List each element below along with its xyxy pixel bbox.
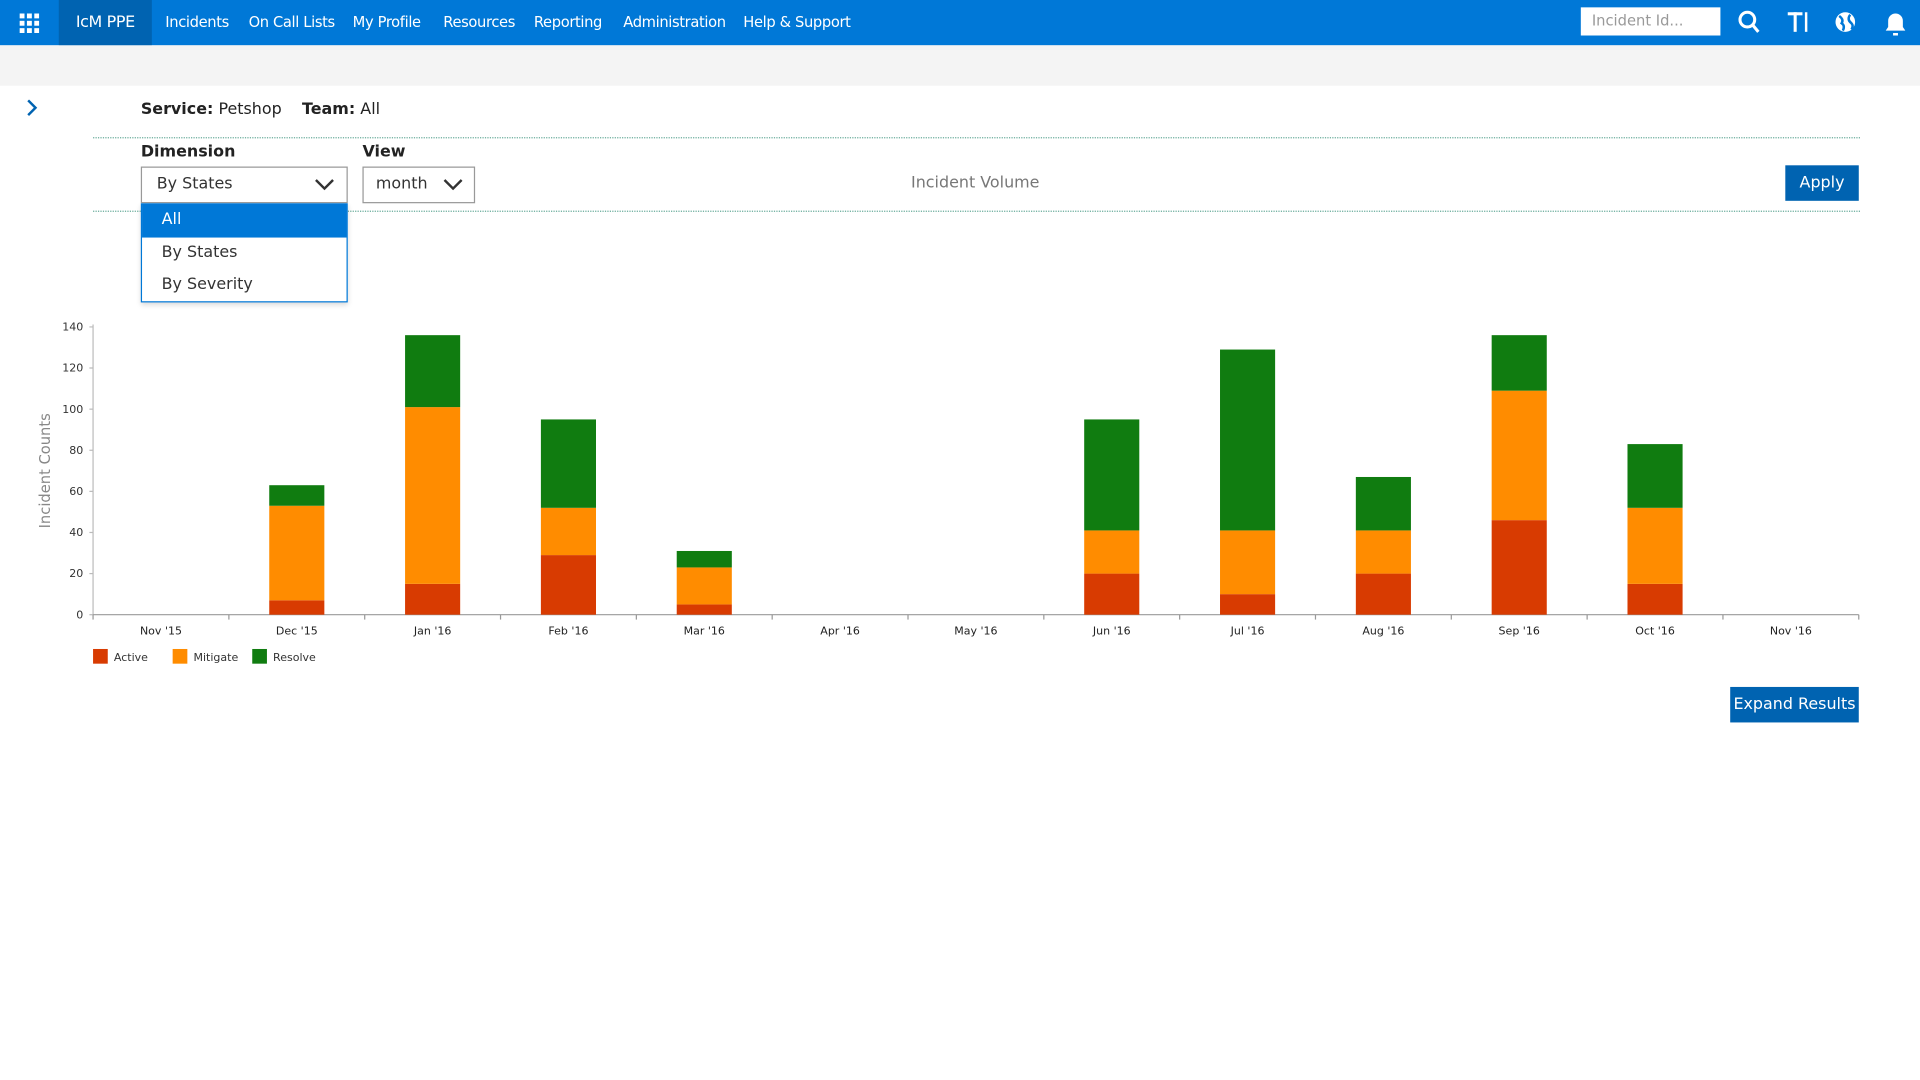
bar-segment [1491,390,1547,521]
y-tick-label: 40 [69,526,83,539]
legend-swatch [252,648,267,664]
bar-segment [405,335,461,408]
x-tick-label: Jan '16 [413,624,452,637]
legend-swatch [93,648,108,664]
expand-results-button[interactable]: Expand Results [1730,686,1859,723]
nav-item[interactable]: Help & Support [743,13,851,31]
dropdown-option[interactable]: All [142,204,347,238]
chart-title: Incident Volume [911,173,1040,193]
dimension-value: By States [156,175,233,194]
nav-item[interactable]: Reporting [533,13,603,31]
dimension-dropdown: All By States By Severity [140,203,348,303]
x-tick-label: May '16 [954,624,997,637]
x-tick-label: Dec '15 [276,624,318,637]
bar-segment [676,567,732,605]
legend-label: Active [114,651,148,664]
bar-segment [1355,573,1411,615]
bar-segment [676,550,732,568]
y-axis-label: Incident Counts [37,413,54,528]
view-label: View [362,143,406,162]
bar-segment [405,583,461,615]
legend-label: Mitigate [193,651,238,664]
y-tick-label: 100 [62,403,83,416]
bar-segment [1355,530,1411,574]
bar-segment [269,505,325,601]
bar-segment [1084,573,1140,615]
apply-button[interactable]: Apply [1785,165,1859,201]
nav-icons [1738,10,1906,36]
y-tick-label: 20 [69,567,83,580]
y-tick-label: 120 [62,362,83,375]
nav-item[interactable]: Incidents [165,13,229,31]
bar-segment [269,600,325,615]
bar-segment [540,419,596,508]
bar-segment [1220,594,1276,615]
bar-segment [1084,530,1140,574]
chevron [315,179,334,191]
x-tick-label: Aug '16 [1362,624,1404,637]
team-value: All [360,100,381,119]
bar-segment [1627,507,1683,584]
x-tick-label: Jul '16 [1230,624,1265,637]
view-value: month [375,175,428,194]
bar-segment [540,507,596,556]
nav-item[interactable]: Administration [623,13,726,31]
x-tick-label: Nov '16 [1770,624,1812,637]
bar-segment [1627,583,1683,615]
x-tick-label: Apr '16 [820,624,860,637]
x-tick-label: Oct '16 [1635,624,1675,637]
service-value: Petshop [218,100,282,119]
bar-segment [1491,335,1547,391]
bar-segment [1220,530,1276,595]
bar-segment [269,485,325,506]
bar-segment [405,407,461,584]
x-tick-label: Sep '16 [1499,624,1540,637]
bar-segment [1627,444,1683,508]
bar-segment [1084,419,1140,531]
x-tick-label: Feb '16 [548,624,588,637]
x-tick-label: Nov '15 [140,624,182,637]
dropdown-option[interactable]: By Severity [161,275,253,294]
brand[interactable]: IcM PPE [58,0,152,46]
divider [93,210,1861,212]
top-nav: IcM PPE Incidents On Call Lists My Profile… [0,0,1920,46]
nav-item[interactable]: On Call Lists [248,13,336,31]
nav-item[interactable]: Resources [443,13,516,31]
y-tick-label: 140 [62,321,83,334]
x-tick-label: Mar '16 [684,624,725,637]
x-tick-label: Jun '16 [1092,624,1131,637]
team-label: Team: [301,100,356,119]
dimension-label: Dimension [140,143,236,162]
view-select[interactable]: month [362,166,476,204]
y-tick-label: 0 [76,608,83,621]
nav-item[interactable]: My Profile [352,13,421,31]
dropdown-option[interactable]: By States [161,243,238,263]
bar-segment [676,604,732,615]
chart: 0 20 40 60 80 100 120 140 Incident Counts Nov '15… [37,321,1860,664]
bar-segment [1491,520,1547,615]
apps-icon[interactable] [19,13,40,34]
y-tick-label: 60 [69,485,83,498]
legend-label: Resolve [273,651,316,664]
chevron [443,179,463,191]
service-filter: Service: Petshop Team: All [141,100,380,118]
bar-segment [1220,349,1276,531]
bar-segment [1355,476,1411,531]
search-input[interactable]: Incident Id... [1580,7,1721,36]
bar-segment [540,555,596,615]
y-tick-label: 80 [69,444,83,457]
dimension-select[interactable]: By States [140,166,348,204]
expand-arrow[interactable] [24,98,39,118]
subheader-band [0,45,1920,86]
service-label: Service: [140,100,214,119]
legend-swatch [172,648,188,664]
divider [93,137,1861,139]
